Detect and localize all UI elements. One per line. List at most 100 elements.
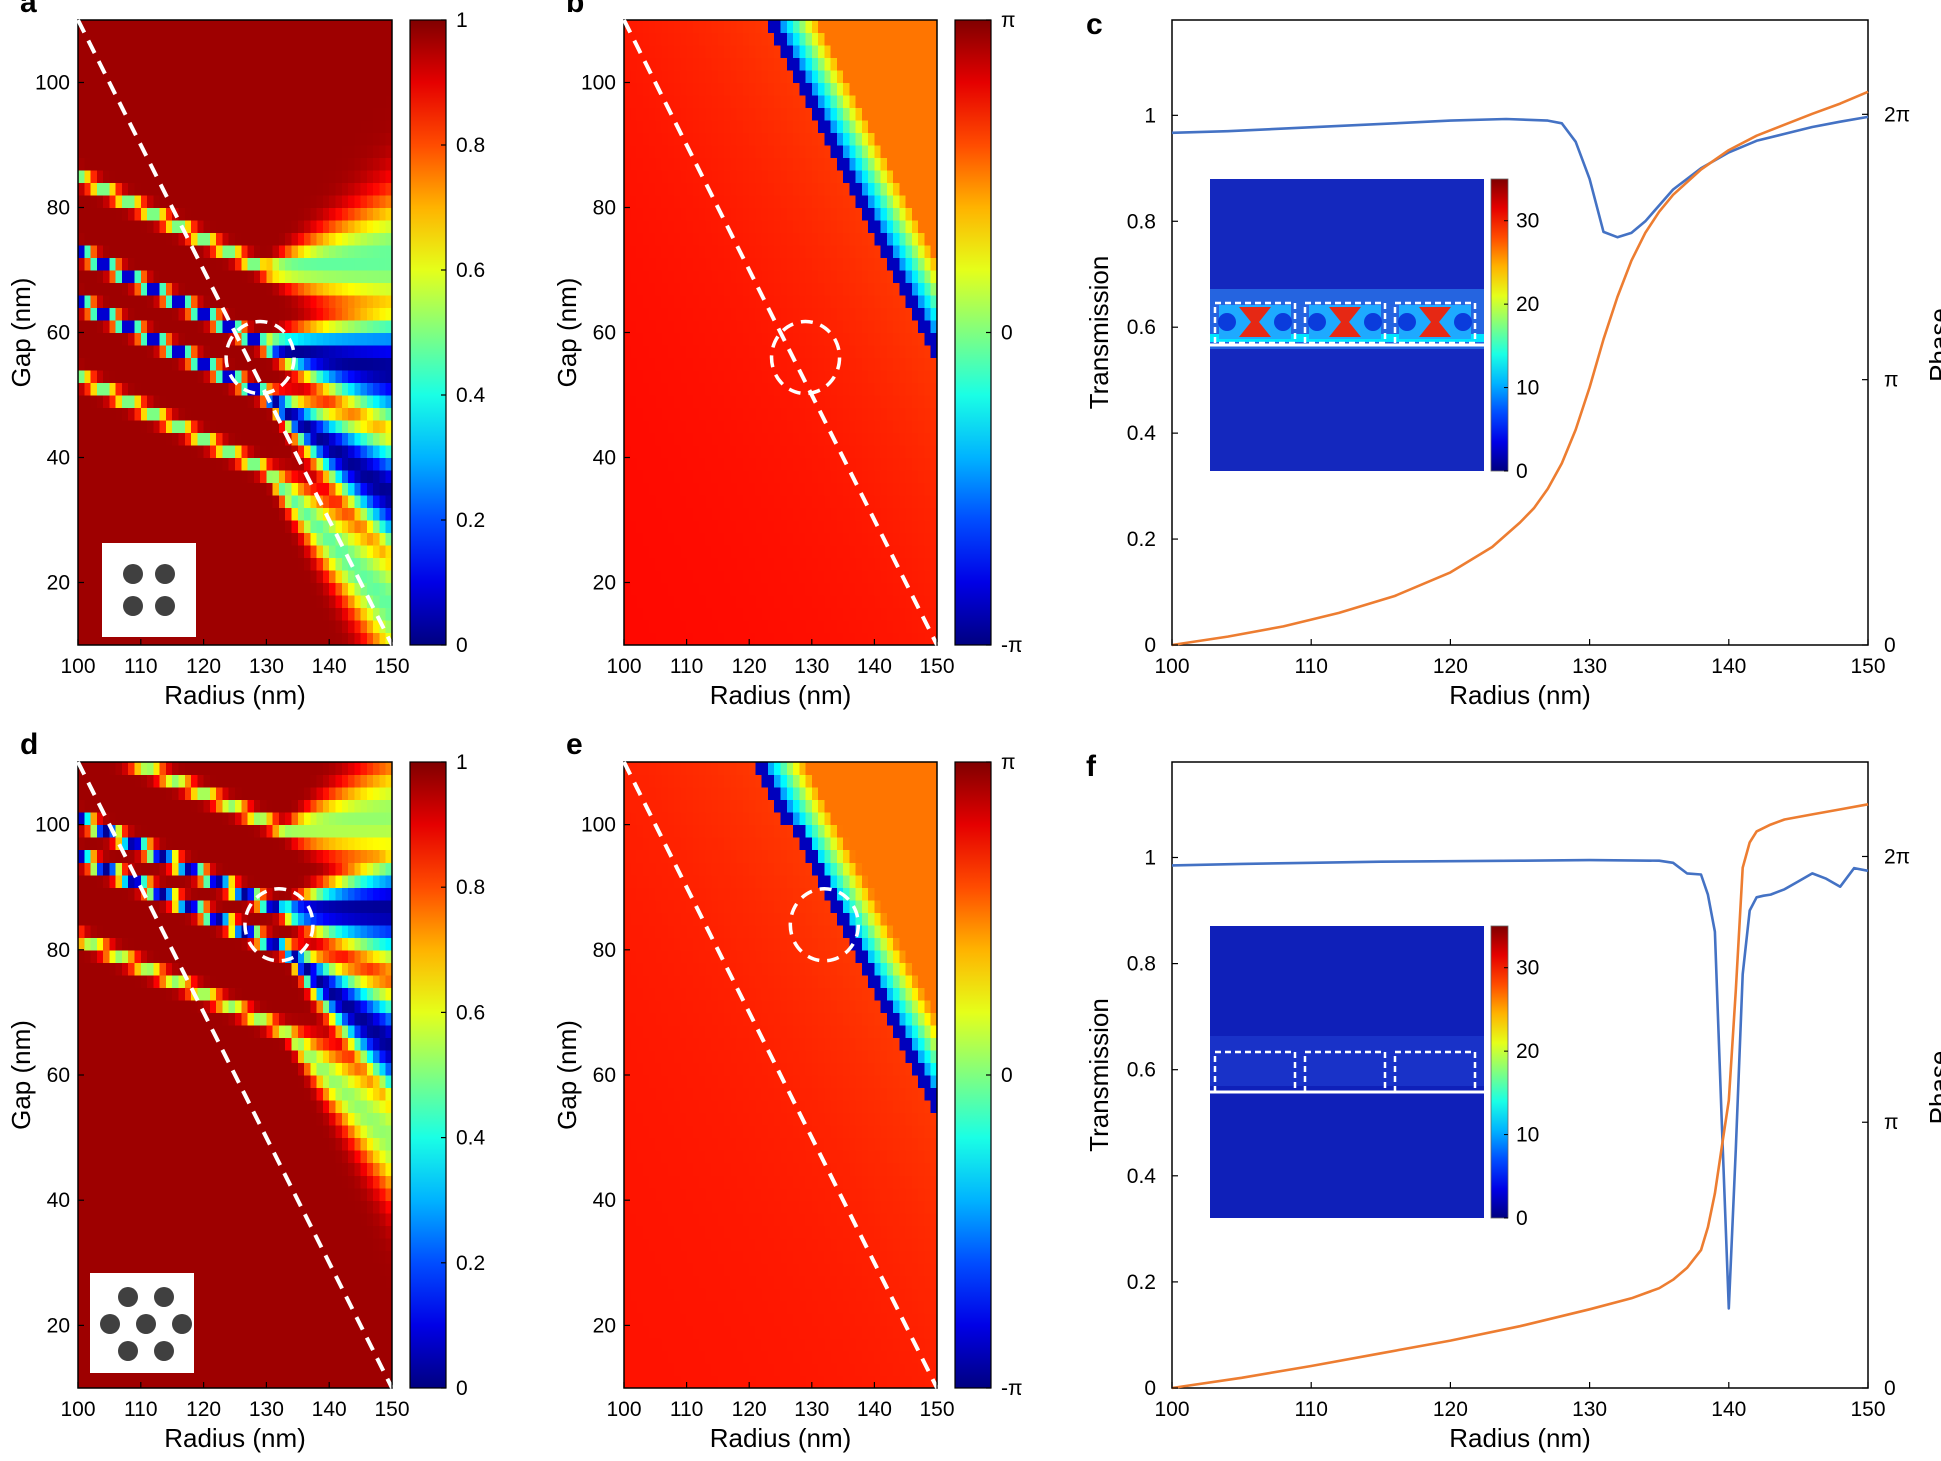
heatmap-cell — [360, 182, 368, 196]
heatmap-cell — [911, 170, 919, 184]
heatmap-cell — [849, 520, 857, 534]
heatmap-cell — [786, 270, 794, 284]
heatmap-cell — [310, 57, 318, 71]
heatmap-cell — [203, 545, 211, 559]
heatmap-cell — [147, 245, 154, 259]
heatmap-cell — [674, 132, 681, 146]
heatmap-cell — [128, 332, 136, 346]
heatmap-cell — [667, 382, 675, 396]
heatmap-cell — [253, 320, 261, 334]
heatmap-cell — [830, 207, 838, 221]
heatmap-cell — [661, 20, 669, 34]
heatmap-cell — [642, 582, 650, 596]
heatmap-cell — [642, 120, 650, 134]
heatmap-cell — [191, 120, 198, 134]
heatmap-cell — [203, 520, 211, 534]
heatmap-cell — [843, 170, 850, 184]
heatmap-cell — [674, 245, 681, 259]
heatmap-cell — [780, 407, 788, 421]
heatmap-cell — [724, 520, 732, 534]
heatmap-cell — [674, 95, 681, 109]
heatmap-cell — [90, 145, 98, 159]
heatmap-cell — [918, 370, 926, 384]
heatmap-cell — [310, 557, 318, 571]
heatmap-cell — [630, 507, 638, 521]
heatmap-cell — [209, 295, 217, 309]
heatmap-cell — [322, 332, 330, 346]
heatmap-cell — [924, 407, 932, 421]
heatmap-cell — [761, 320, 769, 334]
heatmap-cell — [805, 220, 813, 234]
heatmap-cell — [642, 495, 650, 509]
heatmap-cell — [786, 332, 794, 346]
heatmap-cell — [874, 457, 882, 471]
heatmap-cell — [724, 445, 732, 459]
heatmap-cell — [373, 107, 381, 121]
heatmap-cell — [811, 607, 819, 621]
heatmap-cell — [761, 295, 769, 309]
heatmap-cell — [861, 232, 869, 246]
heatmap-cell — [260, 620, 267, 634]
heatmap-cell — [134, 432, 142, 446]
heatmap-cell — [297, 195, 305, 209]
heatmap-cell — [655, 257, 663, 271]
heatmap-cell — [178, 195, 186, 209]
heatmap-cell — [855, 132, 863, 146]
heatmap-cell — [880, 407, 888, 421]
heatmap-cell — [266, 107, 274, 121]
heatmap-cell — [335, 207, 343, 221]
heatmap-cell — [843, 270, 850, 284]
heatmap-cell — [880, 182, 888, 196]
heatmap-cell — [84, 95, 92, 109]
heatmap-cell — [209, 557, 217, 571]
heatmap-cell — [329, 457, 337, 471]
heatmap-cell — [322, 207, 330, 221]
heatmap-cell — [253, 257, 261, 271]
heatmap-cell — [203, 457, 211, 471]
heatmap-cell — [793, 95, 800, 109]
heatmap-cell — [717, 420, 725, 434]
heatmap-cell — [341, 70, 349, 84]
heatmap-cell — [322, 445, 330, 459]
heatmap-cell — [316, 120, 324, 134]
heatmap-cell — [874, 345, 882, 359]
heatmap-cell — [96, 595, 104, 609]
heatmap-cell — [893, 220, 901, 234]
heatmap-cell — [216, 507, 224, 521]
heatmap-cell — [730, 557, 738, 571]
heatmap-cell — [855, 407, 863, 421]
heatmap-cell — [96, 482, 104, 496]
heatmap-cell — [911, 345, 919, 359]
heatmap-cell — [680, 420, 688, 434]
heatmap-cell — [165, 182, 173, 196]
heatmap-cell — [793, 482, 800, 496]
heatmap-cell — [868, 220, 875, 234]
heatmap-cell — [121, 295, 129, 309]
heatmap-cell — [786, 182, 794, 196]
heatmap-cell — [843, 320, 850, 334]
heatmap-cell — [655, 595, 663, 609]
heatmap-cell — [304, 520, 311, 534]
heatmap-cell — [316, 470, 324, 484]
heatmap-cell — [692, 245, 700, 259]
heatmap-cell — [749, 70, 757, 84]
heatmap-cell — [755, 395, 763, 409]
heatmap-cell — [767, 257, 775, 271]
heatmap-cell — [285, 345, 293, 359]
heatmap-cell — [843, 495, 850, 509]
heatmap-cell — [767, 157, 775, 171]
heatmap-cell — [692, 45, 700, 59]
heatmap-cell — [667, 532, 675, 546]
heatmap-cell — [322, 382, 330, 396]
heatmap-cell — [285, 70, 293, 84]
heatmap-cell — [128, 82, 136, 96]
heatmap-cell — [736, 195, 744, 209]
colorbar-tick-label: 0.4 — [456, 384, 486, 407]
heatmap-cell — [899, 370, 907, 384]
heatmap-cell — [818, 357, 825, 371]
x-tick-label: 120 — [186, 655, 221, 678]
heatmap-cell — [736, 320, 744, 334]
heatmap-cell — [266, 70, 274, 84]
heatmap-cell — [241, 407, 249, 421]
heatmap-cell — [147, 132, 154, 146]
